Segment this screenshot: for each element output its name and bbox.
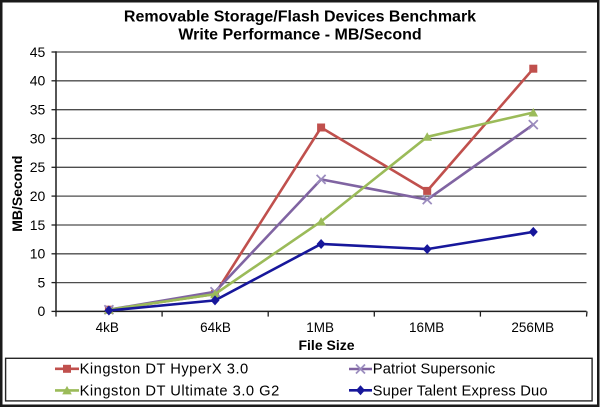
svg-text:15: 15 [30, 217, 46, 233]
svg-text:25: 25 [30, 159, 46, 175]
svg-text:45: 45 [30, 44, 46, 60]
svg-text:1MB: 1MB [306, 320, 334, 335]
svg-text:Kingston DT HyperX 3.0: Kingston DT HyperX 3.0 [80, 362, 249, 378]
svg-text:5: 5 [38, 274, 46, 290]
svg-text:10: 10 [30, 246, 46, 262]
svg-text:Kingston DT Ultimate 3.0 G2: Kingston DT Ultimate 3.0 G2 [80, 383, 280, 399]
svg-text:MB/Second: MB/Second [9, 156, 25, 232]
svg-text:30: 30 [30, 130, 46, 146]
svg-text:40: 40 [30, 73, 46, 89]
svg-text:Write Performance - MB/Second: Write Performance - MB/Second [178, 27, 421, 44]
svg-text:35: 35 [30, 102, 46, 118]
svg-text:64kB: 64kB [200, 320, 231, 335]
svg-text:16MB: 16MB [409, 320, 444, 335]
svg-text:Patriot Supersonic: Patriot Supersonic [373, 362, 496, 378]
svg-text:20: 20 [30, 188, 46, 204]
svg-text:4kB: 4kB [96, 320, 119, 335]
svg-text:256MB: 256MB [511, 320, 554, 335]
svg-text:Super Talent Express Duo: Super Talent Express Duo [373, 383, 548, 399]
svg-text:0: 0 [38, 303, 46, 319]
svg-text:Removable Storage/Flash Device: Removable Storage/Flash Devices Benchmar… [124, 9, 476, 26]
svg-text:File Size: File Size [298, 337, 354, 353]
